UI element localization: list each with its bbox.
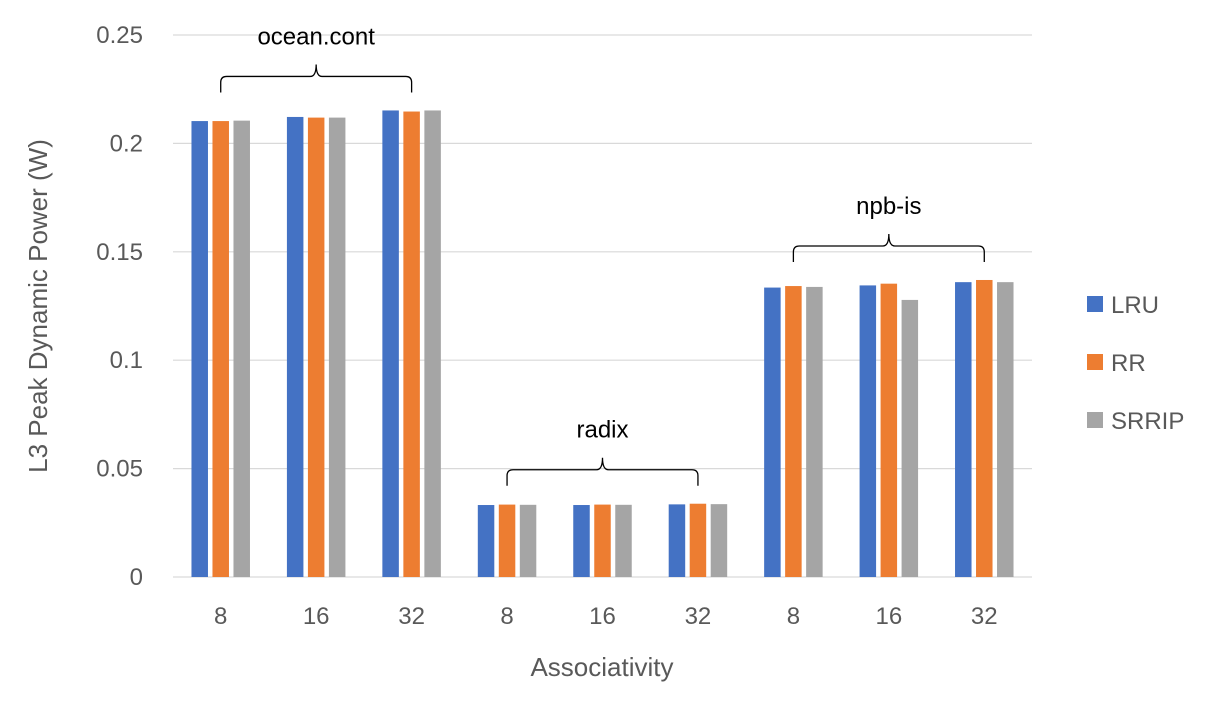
bar-lru-5 <box>668 504 686 577</box>
bar-rr-8 <box>976 279 993 577</box>
bar-srrip-3 <box>519 504 537 577</box>
bar-rr-0 <box>212 121 229 577</box>
bar-lru-0 <box>191 121 208 577</box>
bar-rr-3 <box>498 504 516 577</box>
y-axis-title: L3 Peak Dynamic Power (W) <box>23 139 53 473</box>
bar-rr-2 <box>403 111 420 578</box>
x-axis-ticks: 8 16 32 8 16 32 8 16 32 <box>214 603 998 630</box>
y-tick-label: 0.1 <box>110 347 143 374</box>
bar-rr-5 <box>689 503 707 577</box>
x-tick-label: 16 <box>589 603 616 630</box>
x-axis-title: Associativity <box>530 652 673 682</box>
x-tick-label: 16 <box>303 603 330 630</box>
bar-lru-3 <box>477 505 495 577</box>
legend-swatch-srrip <box>1087 412 1103 428</box>
bar-srrip-2 <box>424 110 441 577</box>
y-tick-label: 0.2 <box>110 130 143 157</box>
bar-lru-2 <box>382 110 399 577</box>
bar-srrip-7 <box>901 299 919 577</box>
y-tick-label: 0.15 <box>96 239 143 266</box>
x-tick-label: 8 <box>500 603 513 630</box>
bar-rr-4 <box>594 504 611 577</box>
y-tick-label: 0 <box>130 564 143 591</box>
group-brace-2 <box>792 233 985 262</box>
bar-lru-6 <box>764 287 781 577</box>
bars <box>191 110 1014 578</box>
bar-lru-4 <box>573 505 590 577</box>
y-tick-label: 0.05 <box>96 456 143 483</box>
bar-rr-7 <box>880 283 898 577</box>
group-brace-0 <box>220 64 413 93</box>
legend: LRU RR SRRIP <box>1087 292 1184 435</box>
x-tick-label: 32 <box>685 603 712 630</box>
bar-srrip-0 <box>233 120 250 578</box>
bar-lru-1 <box>286 116 304 577</box>
group-brace-1 <box>506 457 699 486</box>
bar-srrip-6 <box>806 286 823 577</box>
y-tick-label: 0.25 <box>96 22 143 49</box>
group-label: radix <box>576 417 628 444</box>
group-annotations: ocean.cont radix npb-is <box>220 23 985 486</box>
bar-lru-7 <box>859 285 877 577</box>
group-label: ocean.cont <box>257 23 375 50</box>
x-tick-label: 8 <box>214 603 227 630</box>
bar-rr-6 <box>785 286 802 577</box>
x-tick-label: 32 <box>398 603 425 630</box>
x-tick-label: 16 <box>875 603 902 630</box>
y-axis-ticks: 0 0.05 0.1 0.15 0.2 0.25 <box>96 22 143 591</box>
bar-lru-8 <box>955 282 972 577</box>
x-tick-label: 8 <box>787 603 800 630</box>
legend-label-srrip: SRRIP <box>1111 408 1184 435</box>
bar-srrip-1 <box>328 117 346 577</box>
bar-srrip-4 <box>615 504 632 577</box>
x-tick-label: 32 <box>971 603 998 630</box>
legend-swatch-lru <box>1087 296 1103 312</box>
legend-swatch-rr <box>1087 354 1103 370</box>
legend-label-lru: LRU <box>1111 292 1159 319</box>
legend-label-rr: RR <box>1111 350 1146 377</box>
group-label: npb-is <box>856 193 921 220</box>
bar-rr-1 <box>307 117 325 577</box>
bar-srrip-8 <box>997 282 1014 577</box>
bar-srrip-5 <box>710 504 728 577</box>
